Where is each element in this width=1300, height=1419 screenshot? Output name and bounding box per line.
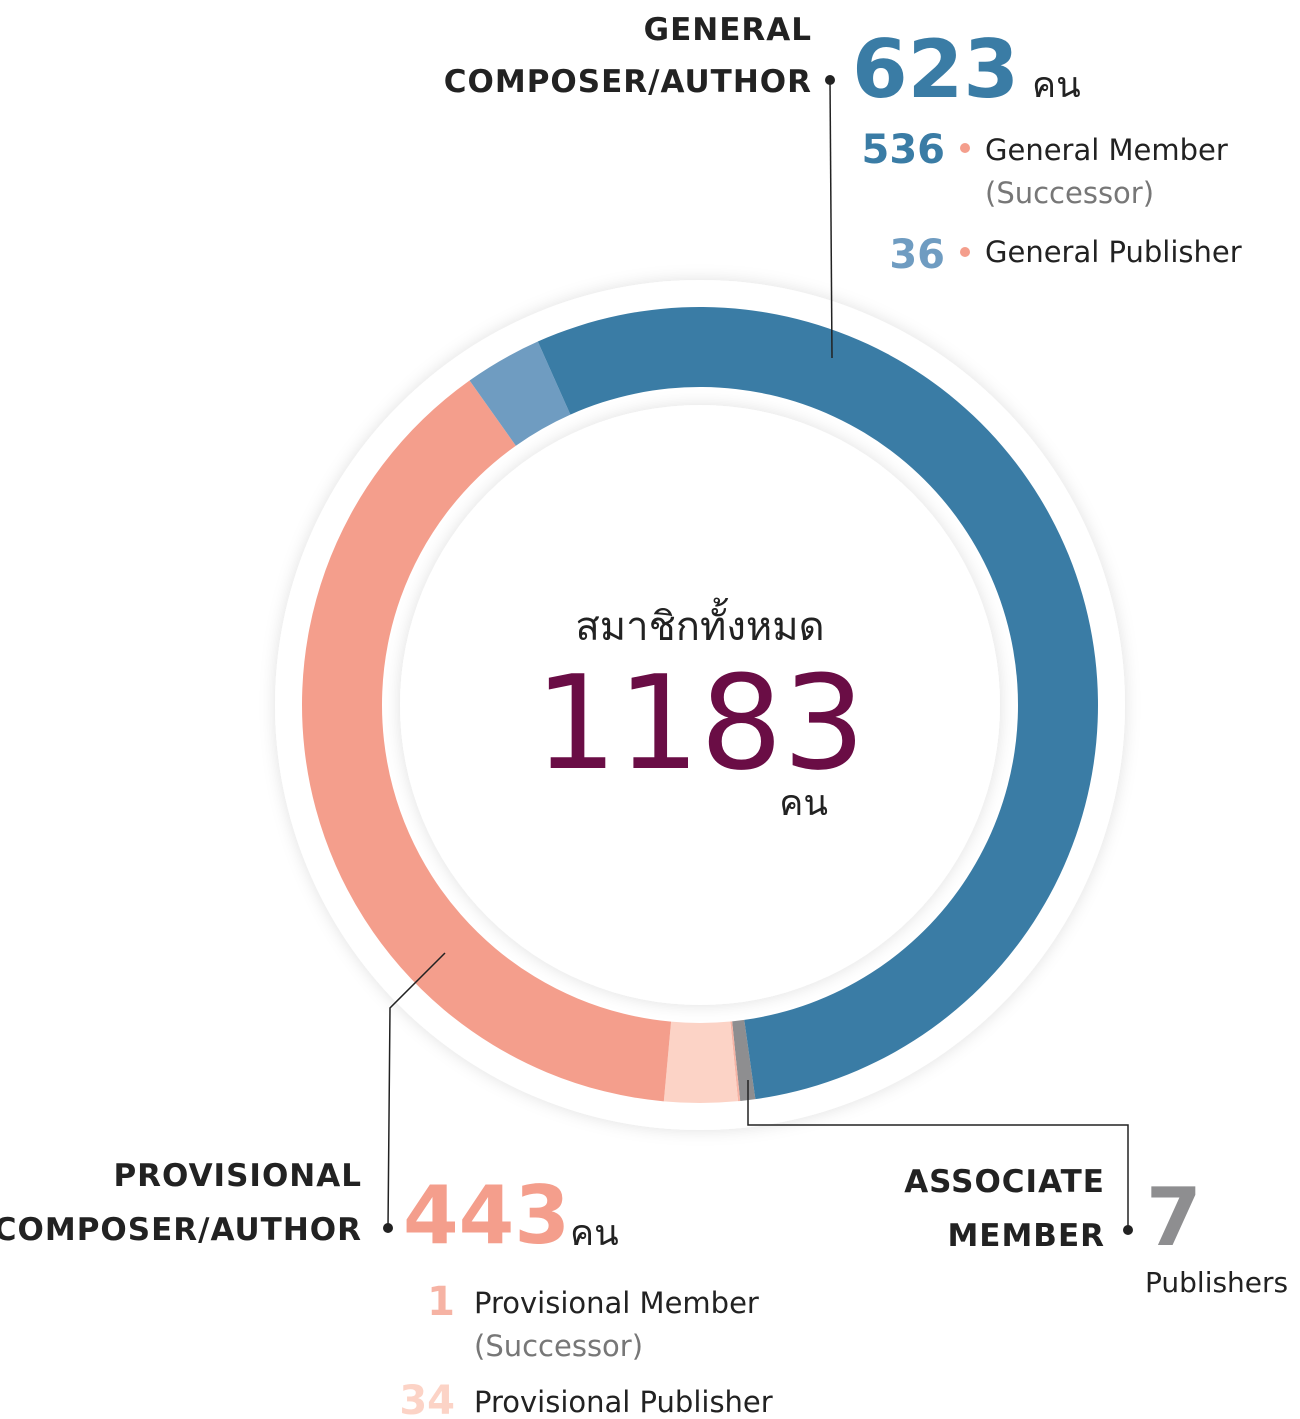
group-title: MEMBER — [947, 1218, 1105, 1254]
group-title: PROVISIONAL — [113, 1158, 362, 1194]
item-label: Provisional Member — [474, 1286, 759, 1320]
group-value: 443 — [403, 1169, 570, 1262]
donut-segment — [537, 307, 1098, 1100]
donut-segment — [730, 1021, 741, 1102]
item-label: (Successor) — [474, 1329, 643, 1363]
donut-segment — [469, 341, 571, 446]
group-title: GENERAL — [644, 12, 812, 48]
group-value: 7 — [1146, 1171, 1202, 1264]
leader-line — [387, 952, 446, 1229]
item-value: 34 — [399, 1378, 455, 1419]
center-value: 1183 — [535, 647, 866, 799]
group-title: COMPOSER/AUTHOR — [0, 1212, 362, 1248]
leaders — [387, 79, 1129, 1230]
donut-segment — [302, 380, 672, 1102]
item-value: 536 — [862, 127, 946, 173]
group-value: 623 — [852, 23, 1019, 116]
group-note: Publishers — [1145, 1266, 1288, 1299]
leader-line — [747, 1080, 1129, 1230]
item-label: General Publisher — [985, 235, 1242, 269]
leader-line — [829, 79, 833, 359]
center-unit: คน — [779, 783, 828, 824]
center-label: สมาชิกทั้งหมด — [575, 597, 824, 650]
dot — [960, 247, 970, 257]
donut-segment — [732, 1019, 756, 1101]
group-unit: คน — [1032, 65, 1081, 106]
item-label: (Successor) — [985, 176, 1154, 210]
group-unit: คน — [570, 1213, 619, 1254]
item-value: 1 — [427, 1279, 455, 1325]
item-value: 36 — [889, 232, 945, 278]
item-label: General Member — [985, 133, 1228, 167]
inner-disc — [400, 405, 1000, 1005]
dot — [1123, 1225, 1133, 1235]
group-title: COMPOSER/AUTHOR — [444, 64, 812, 100]
dot — [825, 75, 835, 85]
donut — [302, 307, 1098, 1103]
group-title: ASSOCIATE — [904, 1164, 1105, 1200]
donut-segment — [663, 1021, 739, 1103]
item-label: Provisional Publisher — [474, 1385, 773, 1419]
dot — [383, 1223, 393, 1233]
dot — [960, 143, 970, 153]
